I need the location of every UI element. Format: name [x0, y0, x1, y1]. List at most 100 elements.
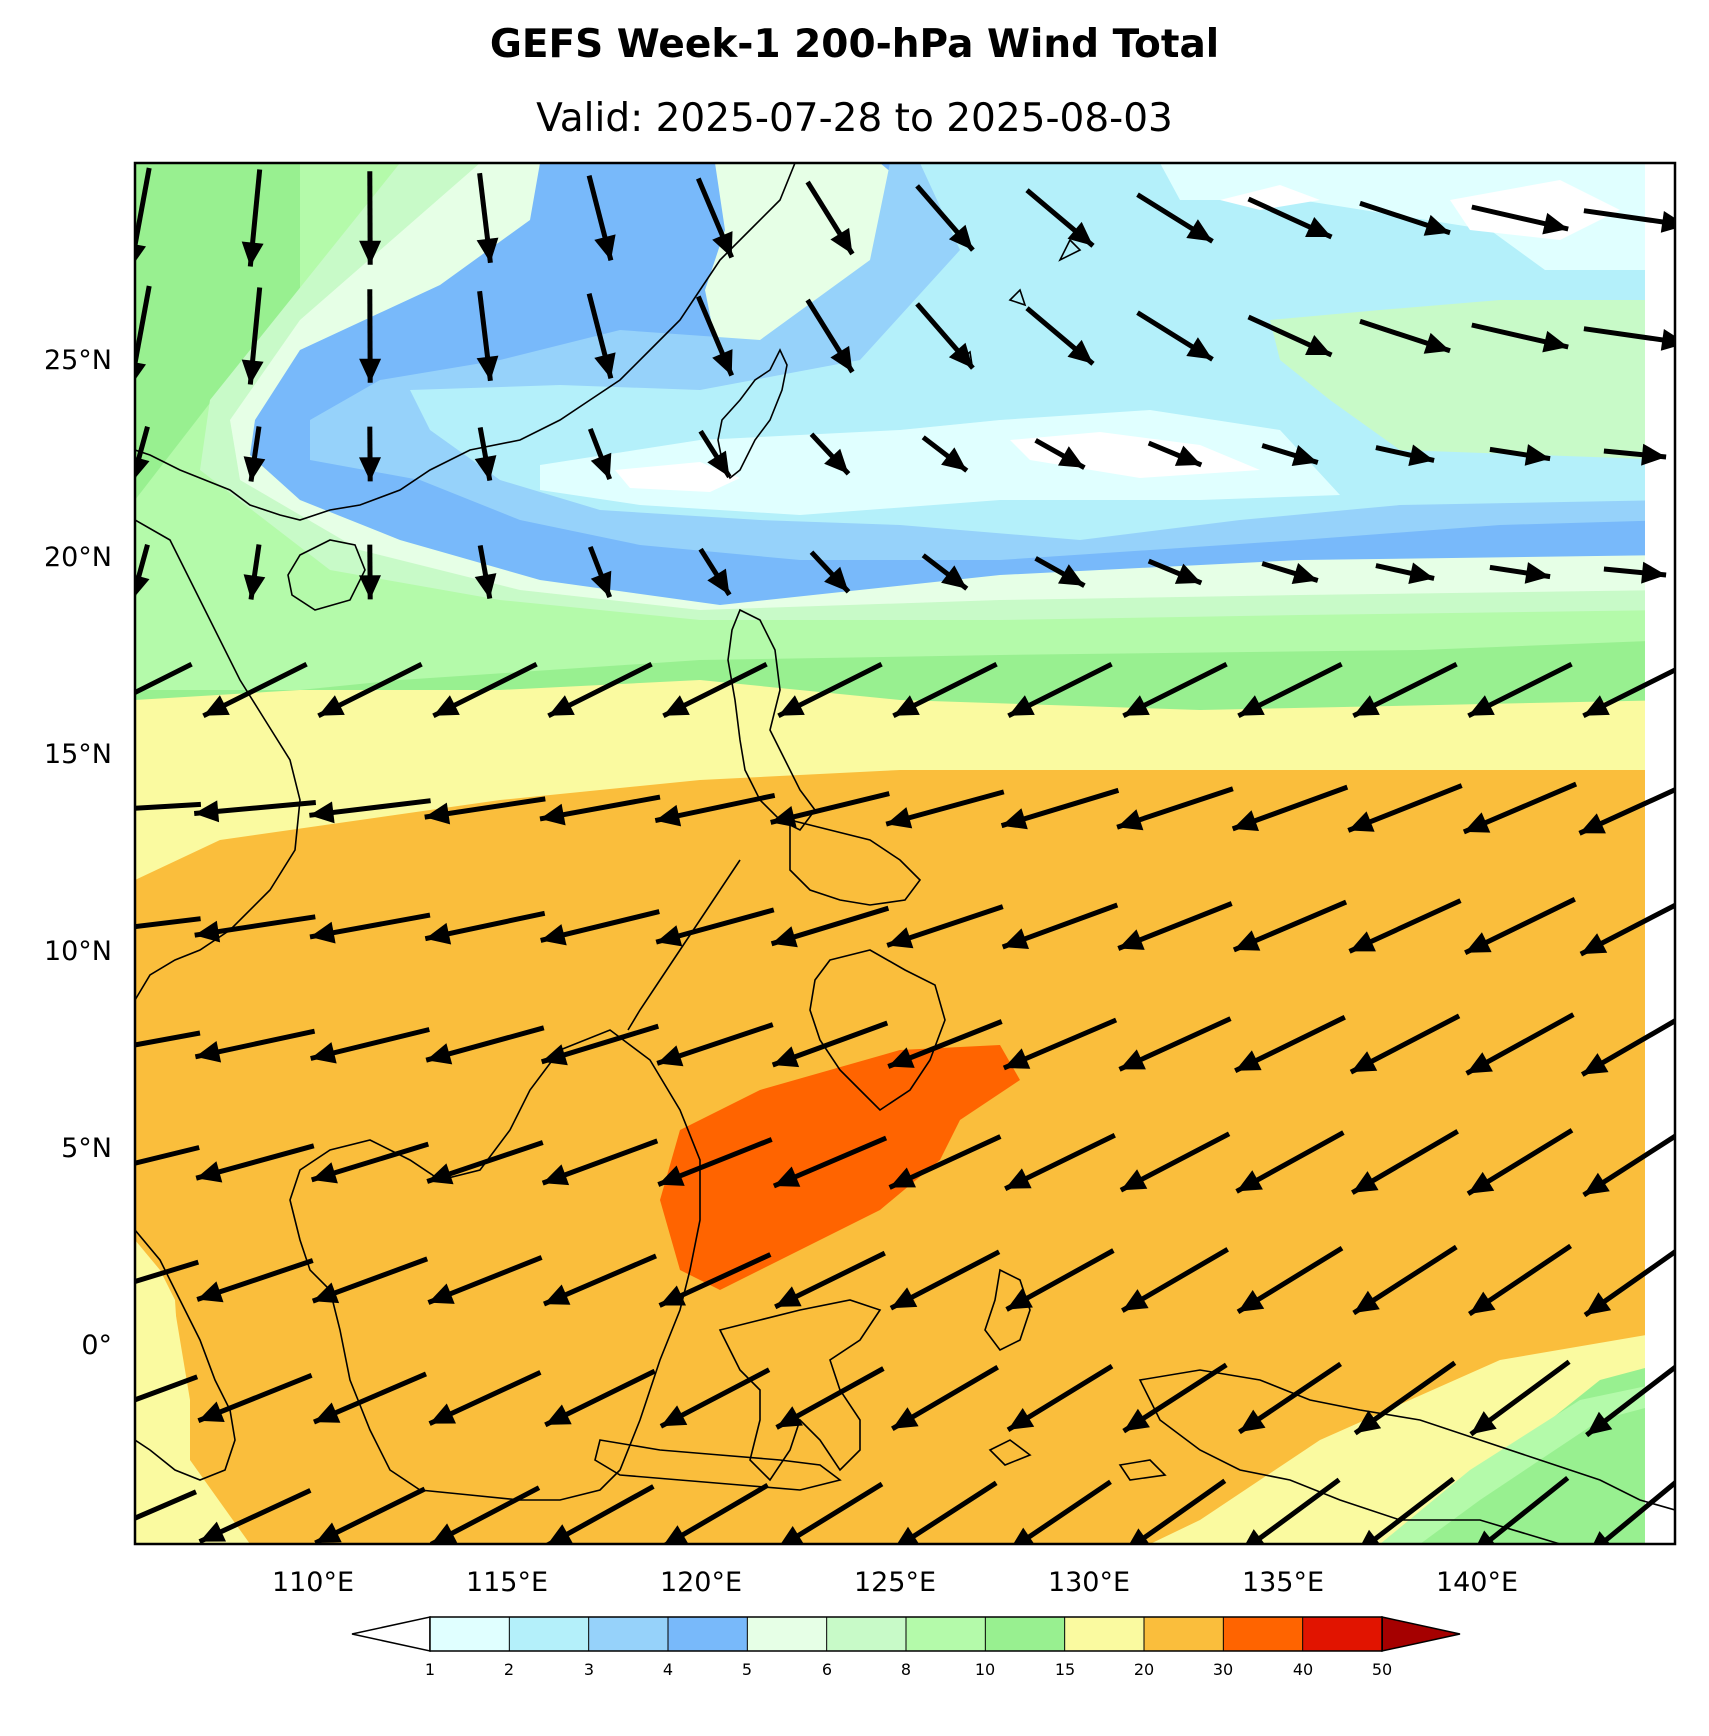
wind-vector-head	[1236, 1170, 1263, 1192]
wind-vector-head	[88, 695, 114, 716]
wind-vector-shaft	[135, 1374, 199, 1403]
wind-vector-head	[824, 448, 849, 474]
wind-vector-head	[1174, 445, 1202, 466]
x-tick-label: 135°E	[1242, 1567, 1324, 1598]
wind-vector-head	[771, 926, 798, 948]
colorbar-box	[508, 1616, 590, 1652]
wind-vector-head	[135, 362, 146, 381]
wind-vector-head	[1058, 564, 1085, 586]
colorbar-ticks: 1 2 3 4 5 6 8 10 15 20 30 40 50	[425, 1660, 1392, 1679]
colorbar-tick-label: 40	[1293, 1660, 1313, 1679]
wind-vector-head	[424, 802, 451, 825]
colorbar-box	[1143, 1616, 1225, 1652]
wind-vector-head	[1058, 446, 1085, 468]
wind-vector-head	[948, 342, 973, 369]
wind-vector-head	[773, 1166, 801, 1187]
wind-vector-head	[941, 565, 967, 589]
wind-vector-head	[1583, 1172, 1610, 1195]
wind-vector-head	[1524, 444, 1551, 466]
colorbar-tick-label: 10	[975, 1660, 995, 1679]
wind-vector-head	[79, 799, 104, 821]
colorbar-box	[429, 1616, 511, 1652]
wind-vector-head	[886, 807, 913, 829]
y-tick-label: 20°N	[44, 542, 112, 573]
colorbar-box	[746, 1616, 828, 1652]
wind-vector-head	[660, 1405, 688, 1427]
wind-vector-head	[830, 345, 853, 372]
wind-vector-shaft	[135, 1030, 201, 1048]
wind-vector-head	[1469, 1291, 1496, 1315]
x-tick-label: 125°E	[854, 1567, 936, 1598]
colorbar: 1 2 3 4 5 6 8 10 15 20 30 40 50	[351, 1616, 1461, 1679]
wind-vector-head	[1005, 1168, 1032, 1189]
wind-vector-head	[359, 575, 381, 600]
wind-vector-head	[776, 1406, 803, 1428]
wind-vector-head	[1585, 1292, 1612, 1316]
coastline-luzon	[727, 608, 816, 832]
wind-vector-head	[888, 1047, 915, 1068]
wind-vector-head	[1013, 1527, 1035, 1544]
wind-vector-head	[541, 1044, 568, 1066]
wind-vector-head	[1641, 443, 1667, 466]
coastline-sulawesi	[718, 1299, 882, 1482]
wind-vector-head	[1361, 1529, 1380, 1544]
wind-vector-head	[1008, 695, 1035, 716]
wind-vector-head	[359, 457, 381, 482]
wind-vector-head	[1129, 1528, 1150, 1544]
x-tick-label: 115°E	[466, 1567, 548, 1598]
wind-vector-head	[824, 566, 849, 592]
wind-vector-head	[1006, 1288, 1033, 1310]
wind-vector-head	[1067, 221, 1093, 246]
wind-vector-head	[545, 1404, 572, 1425]
wind-vector-head	[1008, 1408, 1035, 1430]
wind-vector-head	[1423, 332, 1450, 354]
wind-vector-head	[657, 1045, 684, 1067]
colorbar-tick-label: 3	[584, 1660, 594, 1679]
wind-vector-head	[948, 224, 973, 251]
wind-vector-head	[897, 1526, 920, 1544]
wind-vector-head	[1641, 561, 1667, 584]
colorbar-box	[984, 1616, 1066, 1652]
wind-vector-head	[1067, 339, 1093, 364]
coastline-mindanao	[809, 949, 946, 1112]
no-data-strip	[1645, 163, 1675, 1544]
wind-vector-head	[1120, 1169, 1148, 1191]
wind-vector-shaft	[135, 801, 202, 811]
y-tick-label: 5°N	[61, 1133, 112, 1164]
map-frame	[133, 161, 1677, 1546]
wind-vector-head	[941, 447, 967, 471]
wind-vector-head	[1586, 1411, 1613, 1436]
wind-vector-head	[1122, 1289, 1149, 1311]
wind-vector-head	[1542, 330, 1569, 353]
wind-vector-head	[433, 695, 460, 716]
wind-vector-head	[655, 804, 682, 827]
speed-band-0-1-northeast	[1450, 180, 1620, 240]
wind-vector-shaft	[135, 285, 152, 377]
wind-vector-head	[197, 1281, 224, 1303]
wind-vector-head	[135, 457, 150, 479]
colorbar-tick-label: 15	[1055, 1660, 1075, 1679]
wind-vector-head	[314, 1402, 341, 1423]
colorbar-tick-label: 30	[1213, 1660, 1233, 1679]
wind-vector-head	[540, 803, 566, 826]
speed-band-8-10-northeast	[1270, 300, 1675, 460]
wind-vector-head	[659, 1285, 686, 1306]
colorbar-tick-label: 50	[1372, 1660, 1392, 1679]
y-tick-label: 15°N	[44, 739, 112, 770]
wind-vector-head	[547, 1524, 573, 1544]
colorbar-tick-label: 6	[822, 1660, 832, 1679]
wind-vector-head	[1355, 1410, 1382, 1434]
wind-vector-head	[1582, 1053, 1609, 1075]
wind-vector-head	[1238, 695, 1265, 716]
wind-vector-head	[1239, 1409, 1266, 1433]
wind-vector-head	[1348, 811, 1375, 832]
wind-vector-head	[203, 695, 230, 716]
y-tick-label: 25°N	[44, 345, 112, 376]
wind-vector-shaft	[135, 1489, 197, 1521]
wind-vector-head	[1232, 810, 1259, 831]
wind-vector-head	[1353, 695, 1380, 716]
wind-vector-head	[544, 1284, 571, 1305]
wind-vector-head	[1233, 930, 1261, 951]
wind-vector-head	[1002, 928, 1029, 949]
wind-vector-head	[540, 924, 567, 946]
